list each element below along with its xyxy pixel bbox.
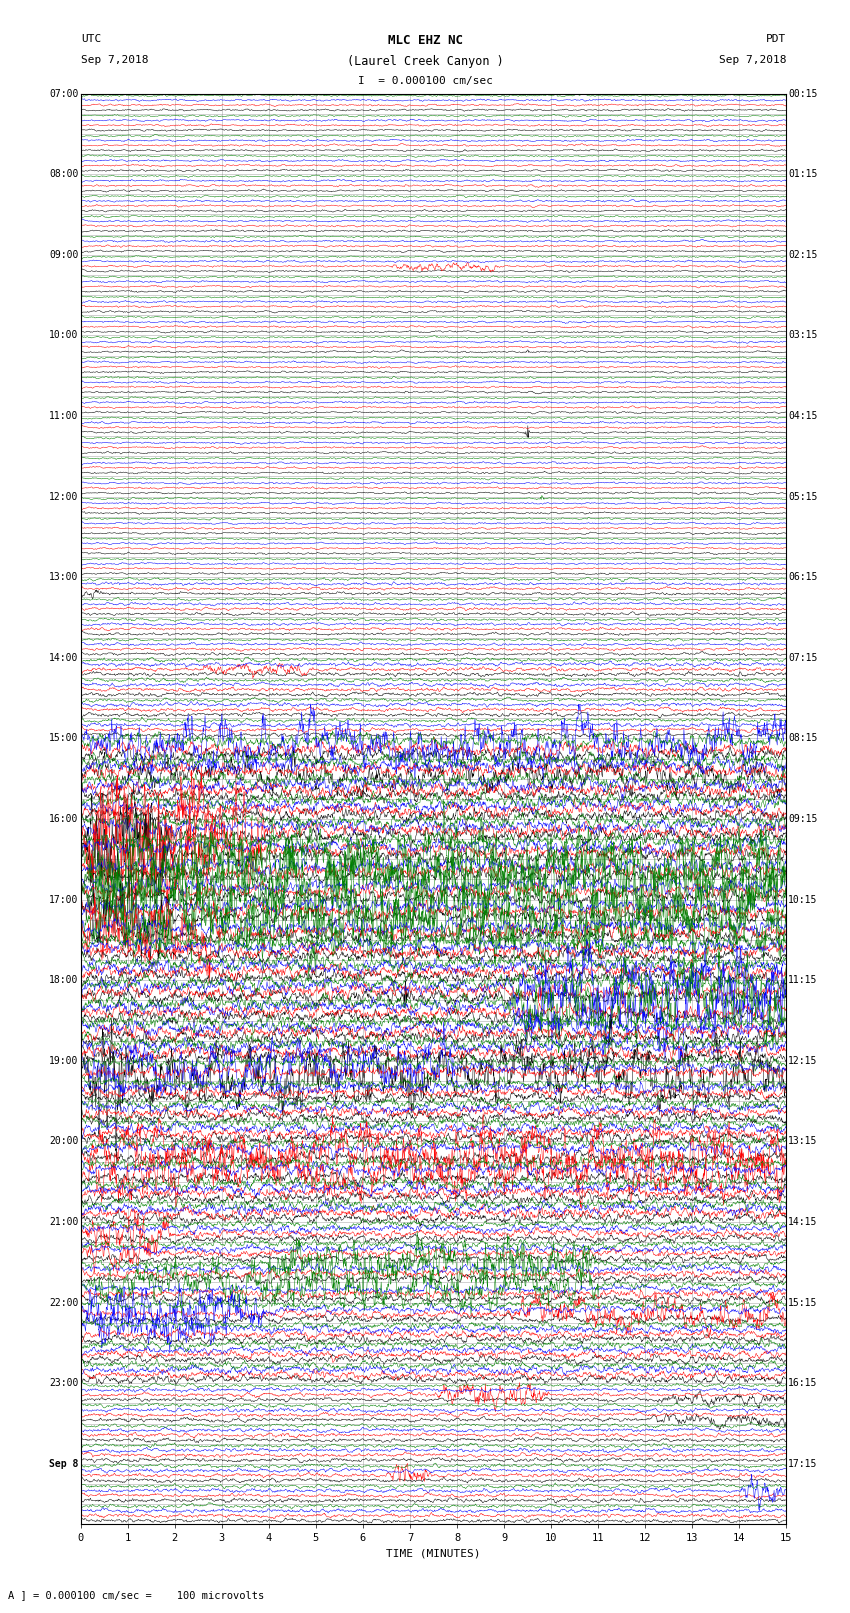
Text: Sep 8: Sep 8 xyxy=(49,1458,78,1469)
Text: 17:00: 17:00 xyxy=(49,895,78,905)
Text: 16:15: 16:15 xyxy=(788,1378,818,1389)
Text: 14:15: 14:15 xyxy=(788,1218,818,1227)
Text: 00:15: 00:15 xyxy=(788,89,818,98)
Text: A ] = 0.000100 cm/sec =    100 microvolts: A ] = 0.000100 cm/sec = 100 microvolts xyxy=(8,1590,264,1600)
Text: 02:15: 02:15 xyxy=(788,250,818,260)
Text: MLC EHZ NC: MLC EHZ NC xyxy=(388,34,462,47)
Text: 11:15: 11:15 xyxy=(788,976,818,986)
Text: 07:15: 07:15 xyxy=(788,653,818,663)
Text: 08:00: 08:00 xyxy=(49,169,78,179)
Text: UTC: UTC xyxy=(81,34,101,44)
Text: 14:00: 14:00 xyxy=(49,653,78,663)
Text: 23:00: 23:00 xyxy=(49,1378,78,1389)
Text: Sep 7,2018: Sep 7,2018 xyxy=(81,55,148,65)
Text: 05:15: 05:15 xyxy=(788,492,818,502)
Text: 12:15: 12:15 xyxy=(788,1057,818,1066)
Text: 03:15: 03:15 xyxy=(788,331,818,340)
Text: I  = 0.000100 cm/sec: I = 0.000100 cm/sec xyxy=(358,76,492,85)
Text: 19:00: 19:00 xyxy=(49,1057,78,1066)
Text: 16:00: 16:00 xyxy=(49,815,78,824)
Text: 10:00: 10:00 xyxy=(49,331,78,340)
Text: 15:15: 15:15 xyxy=(788,1297,818,1308)
Text: 12:00: 12:00 xyxy=(49,492,78,502)
Text: 06:15: 06:15 xyxy=(788,573,818,582)
Text: 15:00: 15:00 xyxy=(49,734,78,744)
X-axis label: TIME (MINUTES): TIME (MINUTES) xyxy=(386,1548,481,1558)
Text: 09:00: 09:00 xyxy=(49,250,78,260)
Text: 04:15: 04:15 xyxy=(788,411,818,421)
Text: 20:00: 20:00 xyxy=(49,1137,78,1147)
Text: PDT: PDT xyxy=(766,34,786,44)
Text: 07:00: 07:00 xyxy=(49,89,78,98)
Text: 22:00: 22:00 xyxy=(49,1297,78,1308)
Text: 11:00: 11:00 xyxy=(49,411,78,421)
Text: 13:15: 13:15 xyxy=(788,1137,818,1147)
Text: 08:15: 08:15 xyxy=(788,734,818,744)
Text: 13:00: 13:00 xyxy=(49,573,78,582)
Text: 21:00: 21:00 xyxy=(49,1218,78,1227)
Text: 01:15: 01:15 xyxy=(788,169,818,179)
Text: 17:15: 17:15 xyxy=(788,1458,818,1469)
Text: (Laurel Creek Canyon ): (Laurel Creek Canyon ) xyxy=(347,55,503,68)
Text: Sep 7,2018: Sep 7,2018 xyxy=(719,55,786,65)
Text: 10:15: 10:15 xyxy=(788,895,818,905)
Text: 18:00: 18:00 xyxy=(49,976,78,986)
Text: 09:15: 09:15 xyxy=(788,815,818,824)
